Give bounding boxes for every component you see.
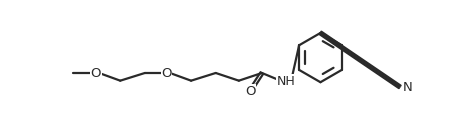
Text: O: O	[161, 67, 171, 80]
Text: O: O	[245, 84, 255, 97]
Text: NH: NH	[276, 75, 295, 87]
Text: O: O	[90, 67, 101, 80]
Text: N: N	[402, 81, 412, 93]
